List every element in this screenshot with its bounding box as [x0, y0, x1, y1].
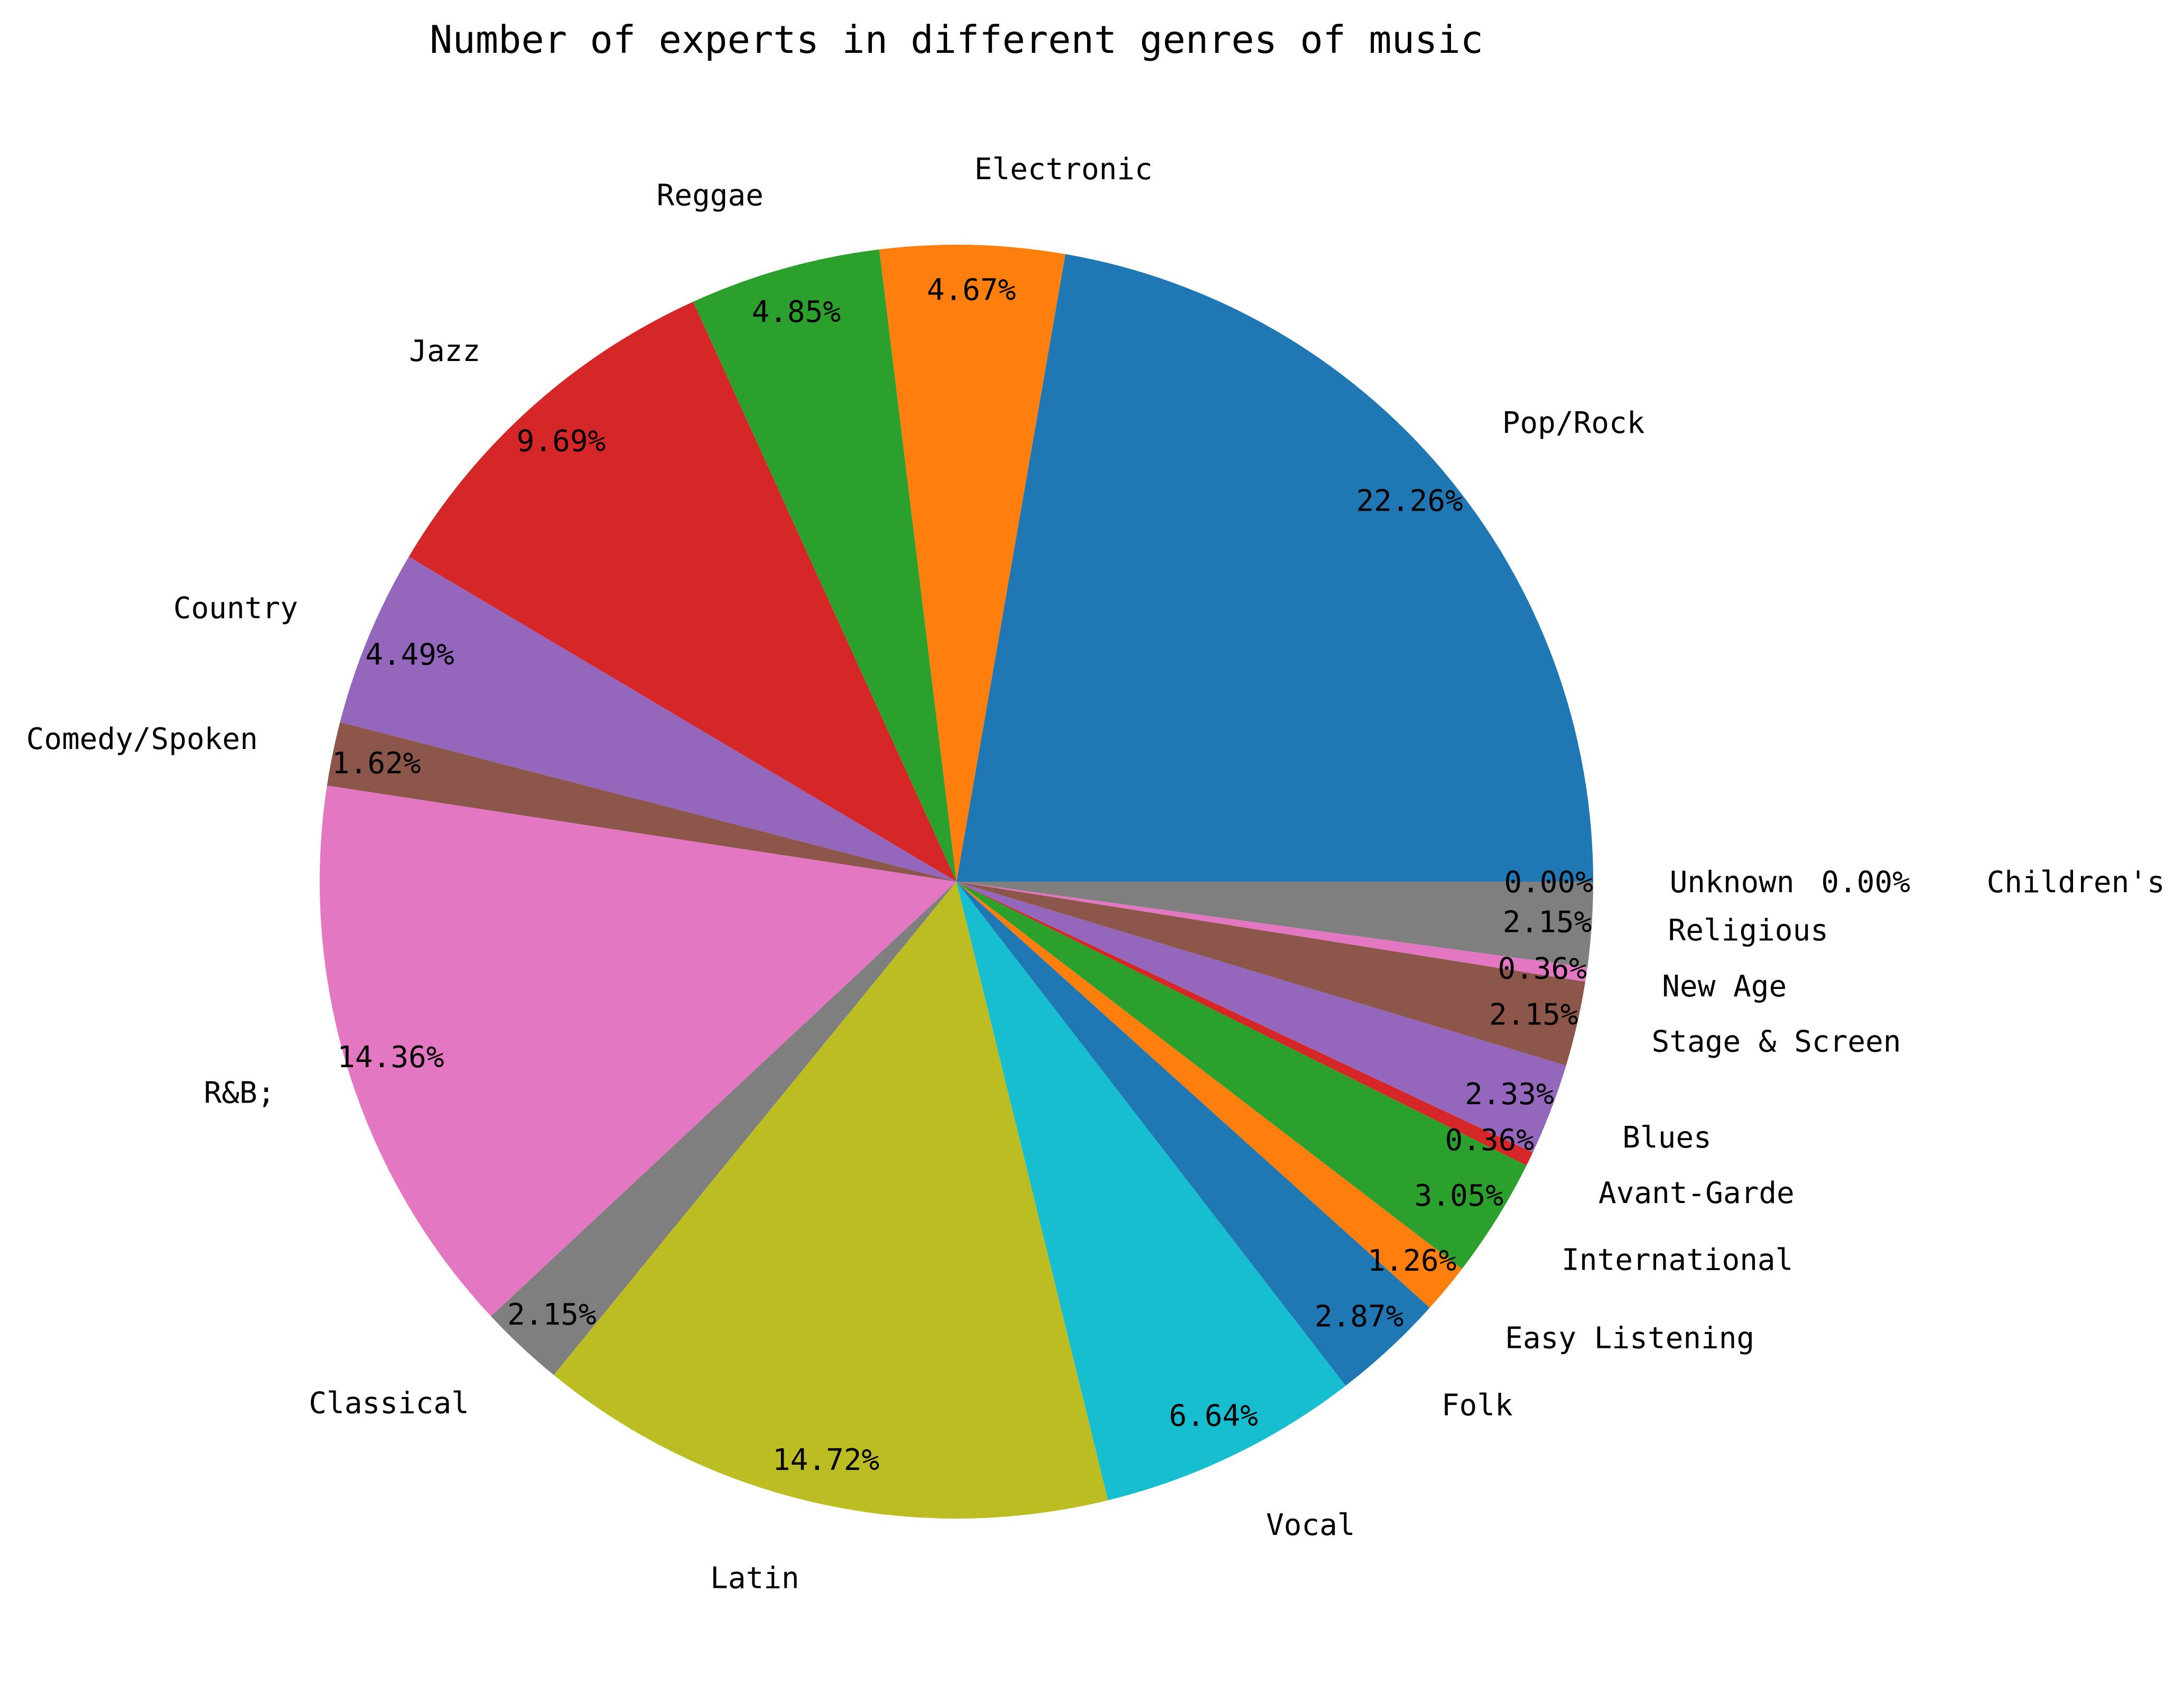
pie-slice-comedy-spoken — [327, 722, 956, 882]
pie-slice-electronic — [879, 245, 1066, 882]
pie-slice-country — [340, 557, 957, 882]
percent-label-religious: 2.15% — [1503, 905, 1592, 940]
category-label-reggae: Reggae — [657, 179, 764, 213]
pie-slice-religious — [956, 882, 1593, 968]
percent-label-latin: 14.72% — [773, 1443, 879, 1477]
category-label-children-s: Children's — [1987, 865, 2165, 900]
pie-slice-avant-garde — [956, 882, 1533, 1166]
percent-label-jazz: 9.69% — [517, 424, 606, 459]
pie-slice-blues — [956, 882, 1566, 1153]
category-label-electronic: Electronic — [974, 152, 1153, 187]
pie-slice-easy-listening — [956, 882, 1462, 1308]
pie-slice-reggae — [693, 249, 956, 882]
percent-label-stage-screen: 2.15% — [1489, 997, 1578, 1032]
pie-slice-r-b — [319, 785, 956, 1317]
category-label-religious: Religious — [1668, 913, 1828, 948]
pie-slice-latin — [553, 882, 1108, 1519]
pie-slice-folk — [956, 882, 1430, 1386]
category-label-r-b: R&B; — [204, 1076, 275, 1111]
percent-label-r-b: 14.36% — [337, 1040, 444, 1075]
percent-label-children-s: 0.00% — [1821, 865, 1910, 900]
chart-title: Number of experts in different genres of… — [430, 17, 1483, 62]
category-label-unknown: Unknown — [1670, 865, 1795, 900]
pie-slice-new-age — [956, 882, 1588, 982]
category-label-jazz: Jazz — [409, 334, 480, 368]
category-label-new-age: New Age — [1662, 969, 1787, 1004]
category-label-easy-listening: Easy Listening — [1505, 1321, 1754, 1355]
percent-label-blues: 2.33% — [1465, 1077, 1554, 1112]
percent-label-reggae: 4.85% — [751, 295, 841, 329]
category-label-country: Country — [173, 591, 298, 625]
pie-slice-pop-rock — [956, 254, 1593, 882]
pie-slice-jazz — [408, 301, 956, 882]
percent-label-avant-garde: 0.36% — [1445, 1123, 1535, 1158]
percent-label-classical: 2.15% — [507, 1298, 597, 1332]
percent-label-easy-listening: 1.26% — [1368, 1244, 1457, 1278]
pie-slice-international — [956, 882, 1527, 1269]
percent-label-electronic: 4.67% — [927, 273, 1016, 308]
category-labels: Pop/Rock Electronic Reggae Jazz Country Comed… — [26, 152, 2165, 1596]
category-label-folk: Folk — [1442, 1388, 1513, 1422]
percent-label-unknown: 0.00% — [1504, 865, 1593, 900]
category-label-blues: Blues — [1622, 1121, 1712, 1155]
pie-slices — [319, 245, 1593, 1519]
category-label-pop-rock: Pop/Rock — [1502, 406, 1645, 440]
pie-slice-classical — [491, 882, 956, 1375]
percent-labels: 22.26% 4.67% 4.85% 9.69% 4.49% 1.62% 14.36% 2.1… — [332, 273, 1910, 1477]
category-label-vocal: Vocal — [1266, 1508, 1355, 1542]
percent-label-country: 4.49% — [365, 637, 454, 672]
percent-label-pop-rock: 22.26% — [1356, 484, 1463, 519]
pie-slice-vocal — [956, 882, 1346, 1501]
percent-label-comedy-spoken: 1.62% — [332, 746, 421, 781]
pie-slice-stage-screen — [956, 882, 1586, 1066]
category-label-stage-screen: Stage & Screen — [1651, 1024, 1901, 1059]
category-label-international: International — [1562, 1243, 1793, 1277]
category-label-classical: Classical — [309, 1386, 469, 1420]
percent-label-international: 3.05% — [1415, 1179, 1504, 1213]
category-label-latin: Latin — [710, 1561, 800, 1595]
category-label-comedy-spoken: Comedy/Spoken — [26, 722, 258, 756]
percent-label-vocal: 6.64% — [1169, 1399, 1258, 1433]
percent-label-folk: 2.87% — [1315, 1300, 1404, 1334]
category-label-avant-garde: Avant-Garde — [1598, 1176, 1795, 1210]
percent-label-new-age: 0.36% — [1498, 952, 1587, 986]
